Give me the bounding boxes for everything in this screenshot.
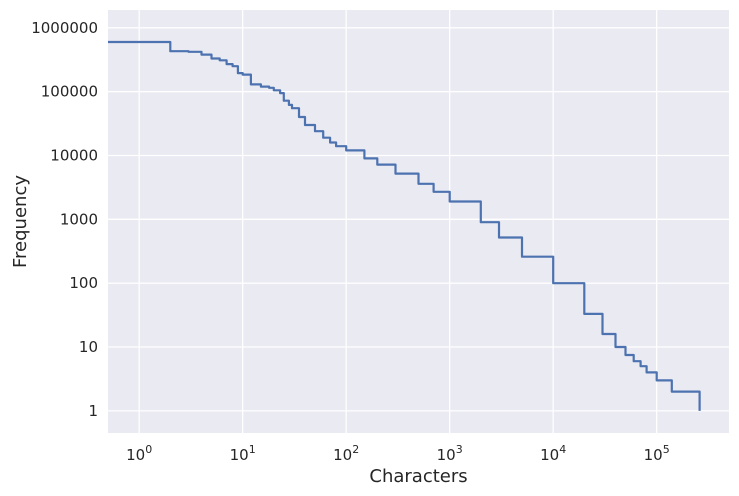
x-axis-ticks: 100 101 102 103 104 105 [126,443,670,464]
x-tick-label: 102 [333,443,359,464]
x-tick-label: 105 [644,443,670,464]
x-axis-label: Characters [369,466,467,487]
y-tick-label: 10000 [50,146,98,164]
x-tick-label: 101 [230,443,256,464]
y-tick-label: 10 [79,338,98,356]
y-axis-ticks: 1 10 100 1000 10000 100000 1000000 [31,19,98,420]
x-tick-label: 100 [126,443,152,464]
y-tick-label: 1000000 [31,19,98,37]
y-tick-label: 100000 [41,83,98,101]
y-axis-label: Frequency [10,175,31,268]
series-line [108,40,701,411]
y-tick-label: 1000 [60,210,98,228]
plot-area [108,10,729,433]
x-tick-label: 104 [540,443,566,464]
y-tick-label: 1 [88,402,98,420]
x-tick-label: 103 [437,443,463,464]
series-group [108,40,701,411]
grid-lines [108,10,729,433]
y-tick-label: 100 [69,274,98,292]
